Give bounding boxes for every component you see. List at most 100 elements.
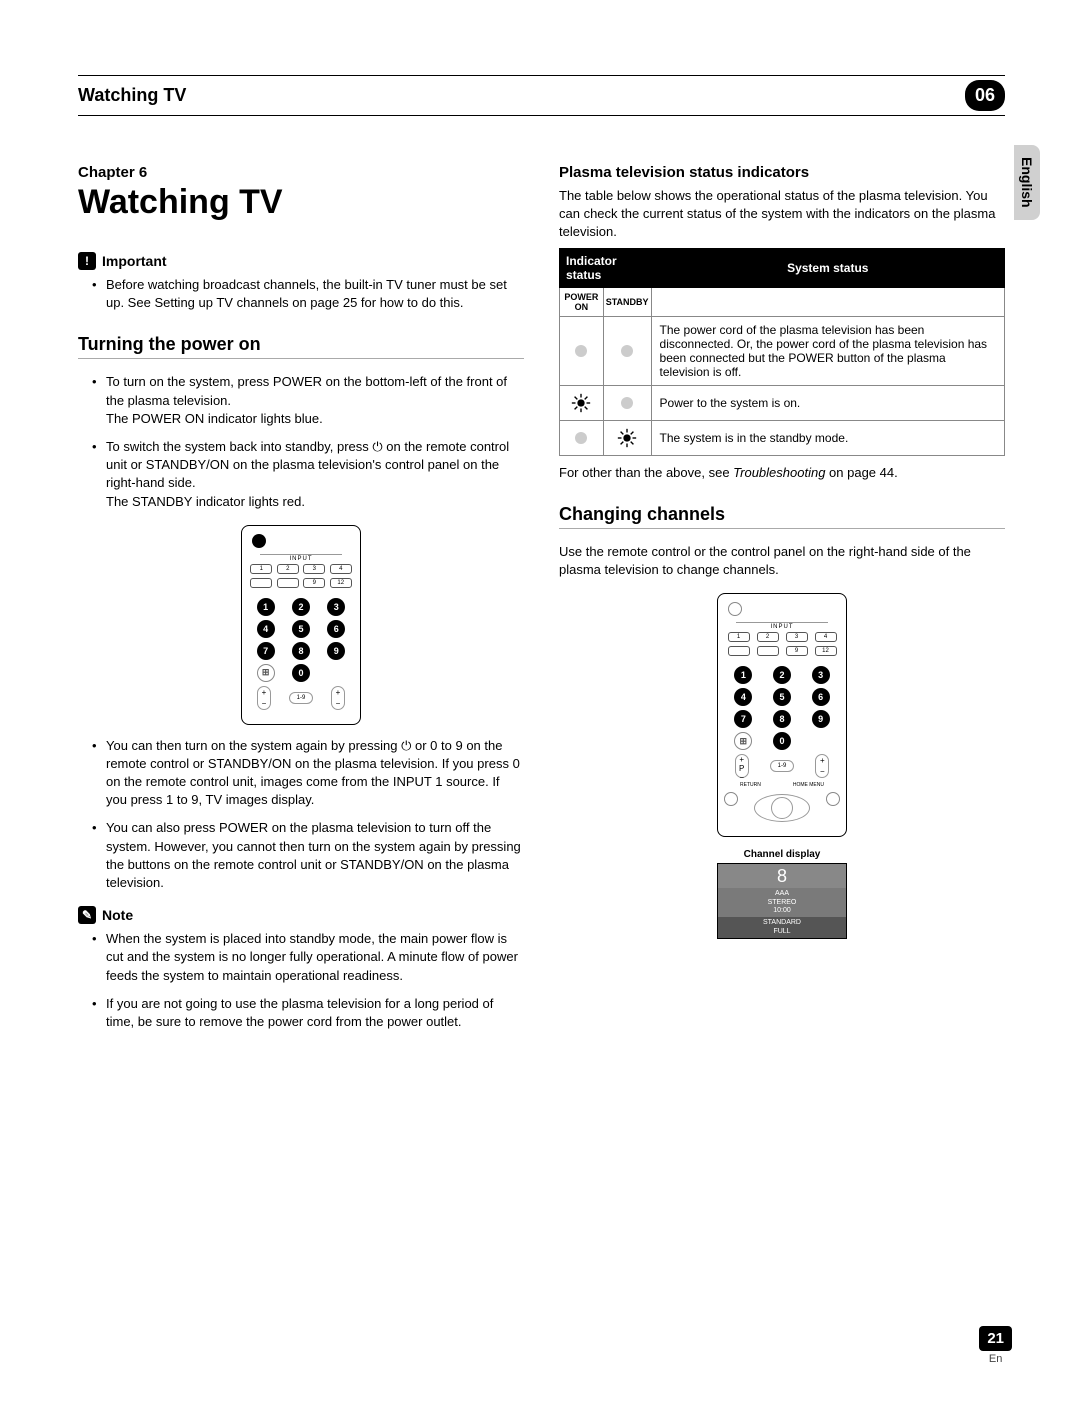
channel-info: AAA STEREO 10:00 bbox=[718, 888, 846, 917]
channel-display: Channel display 8 AAA STEREO 10:00 STAND… bbox=[717, 849, 847, 939]
status-table: Indicator status System status POWER ON … bbox=[559, 248, 1005, 456]
indicator-off-icon bbox=[621, 345, 633, 357]
th-system: System status bbox=[651, 248, 1004, 287]
input-button: 9 bbox=[786, 646, 808, 656]
remote-control-diagram-2: INPUT 1 2 3 4 9 12 1 2 3 bbox=[717, 593, 847, 837]
input-label: INPUT bbox=[260, 554, 342, 562]
input-button: 12 bbox=[330, 578, 352, 588]
number-button: 5 bbox=[292, 620, 310, 638]
indicator-off-icon bbox=[575, 345, 587, 357]
number-button: 7 bbox=[257, 642, 275, 660]
bullet-turn-on-again: You can then turn on the system again by… bbox=[106, 737, 524, 810]
nav-ring bbox=[754, 794, 810, 822]
important-label: Important bbox=[102, 253, 167, 269]
note-bullet-1: When the system is placed into standby m… bbox=[106, 930, 524, 985]
volume-button: +− bbox=[257, 686, 271, 710]
page-number: 21 bbox=[979, 1326, 1012, 1351]
important-bullet: Before watching broadcast channels, the … bbox=[106, 276, 524, 312]
chapter-label: Chapter 6 bbox=[78, 164, 524, 181]
number-button: 1 bbox=[257, 598, 275, 616]
input-button: 4 bbox=[330, 564, 352, 574]
channel-mode: STANDARD FULL bbox=[718, 917, 846, 938]
status-indicators-heading: Plasma television status indicators bbox=[559, 164, 1005, 181]
sub-th-standby: STANDBY bbox=[603, 287, 651, 316]
turning-power-on-heading: Turning the power on bbox=[78, 334, 524, 359]
input-button bbox=[250, 578, 272, 588]
remote-control-diagram-1: INPUT 1 2 3 4 9 12 1 2 3 bbox=[241, 525, 361, 725]
important-icon: ! bbox=[78, 252, 96, 270]
note-icon: ✎ bbox=[78, 906, 96, 924]
table-row: The power cord of the plasma television … bbox=[560, 316, 1005, 385]
return-button bbox=[724, 792, 738, 806]
changing-channels-heading: Changing channels bbox=[559, 504, 1005, 529]
number-button: 3 bbox=[327, 598, 345, 616]
input-button: 2 bbox=[757, 632, 779, 642]
status-intro: The table below shows the operational st… bbox=[559, 187, 1005, 242]
table-row: Power to the system is on. bbox=[560, 385, 1005, 420]
changing-channels-intro: Use the remote control or the control pa… bbox=[559, 543, 1005, 579]
status-text: The system is in the standby mode. bbox=[651, 420, 1004, 455]
number-button: 6 bbox=[812, 688, 830, 706]
input-button bbox=[728, 646, 750, 656]
table-row: The system is in the standby mode. bbox=[560, 420, 1005, 455]
page-header: Watching TV 06 bbox=[78, 75, 1005, 116]
indicator-off-icon bbox=[575, 432, 587, 444]
note-label: Note bbox=[102, 907, 133, 923]
number-button: 4 bbox=[734, 688, 752, 706]
power-icon bbox=[252, 534, 266, 548]
instruction-2: To switch the system back into standby, … bbox=[106, 438, 524, 511]
input-button: 4 bbox=[815, 632, 837, 642]
indicator-on-icon bbox=[616, 427, 638, 449]
chapter-badge: 06 bbox=[965, 80, 1005, 111]
table-footer: For other than the above, see Troublesho… bbox=[559, 464, 1005, 482]
chapter-title: Watching TV bbox=[78, 183, 524, 222]
aux-button: ⊞ bbox=[734, 732, 752, 750]
indicator-off-icon bbox=[621, 397, 633, 409]
number-button: 3 bbox=[812, 666, 830, 684]
channel-button: +− bbox=[331, 686, 345, 710]
channel-button: +− bbox=[815, 754, 829, 778]
instruction-1: To turn on the system, press POWER on th… bbox=[106, 373, 524, 428]
input-button: 9 bbox=[303, 578, 325, 588]
number-button: 9 bbox=[327, 642, 345, 660]
power-icon bbox=[728, 602, 742, 616]
input-button bbox=[757, 646, 779, 656]
channel-display-title: Channel display bbox=[717, 849, 847, 860]
volume-button: +P− bbox=[735, 754, 749, 778]
input-button: 3 bbox=[786, 632, 808, 642]
left-column: Chapter 6 Watching TV ! Important Before… bbox=[78, 164, 524, 1041]
aux-button: ⊞ bbox=[257, 664, 275, 682]
menu-label: HOME MENU bbox=[793, 782, 824, 788]
note-callout: ✎ Note bbox=[78, 906, 524, 924]
important-callout: ! Important bbox=[78, 252, 524, 270]
input-label: INPUT bbox=[736, 622, 828, 630]
number-button: 5 bbox=[773, 688, 791, 706]
number-button: 0 bbox=[292, 664, 310, 682]
menu-button bbox=[826, 792, 840, 806]
header-section-title: Watching TV bbox=[78, 85, 186, 106]
return-label: RETURN bbox=[740, 782, 761, 788]
channel-number: 8 bbox=[718, 864, 846, 888]
right-column: Plasma television status indicators The … bbox=[559, 164, 1005, 1041]
language-tab: English bbox=[1014, 145, 1040, 220]
pill-button: 1-9 bbox=[289, 692, 313, 704]
bullet-power-off: You can also press POWER on the plasma t… bbox=[106, 819, 524, 892]
th-indicator: Indicator status bbox=[560, 248, 652, 287]
pill-button: 1-9 bbox=[770, 760, 794, 772]
input-button: 3 bbox=[303, 564, 325, 574]
number-button: 1 bbox=[734, 666, 752, 684]
number-button: 0 bbox=[773, 732, 791, 750]
sub-th-power: POWER ON bbox=[560, 287, 604, 316]
input-button: 1 bbox=[250, 564, 272, 574]
input-button: 1 bbox=[728, 632, 750, 642]
input-button: 2 bbox=[277, 564, 299, 574]
page-footer: 21 En bbox=[979, 1326, 1012, 1365]
number-button: 4 bbox=[257, 620, 275, 638]
status-text: Power to the system is on. bbox=[651, 385, 1004, 420]
number-button: 8 bbox=[292, 642, 310, 660]
indicator-on-icon bbox=[570, 392, 592, 414]
number-button: 2 bbox=[773, 666, 791, 684]
page-lang: En bbox=[979, 1353, 1012, 1365]
number-button: 8 bbox=[773, 710, 791, 728]
number-button: 6 bbox=[327, 620, 345, 638]
